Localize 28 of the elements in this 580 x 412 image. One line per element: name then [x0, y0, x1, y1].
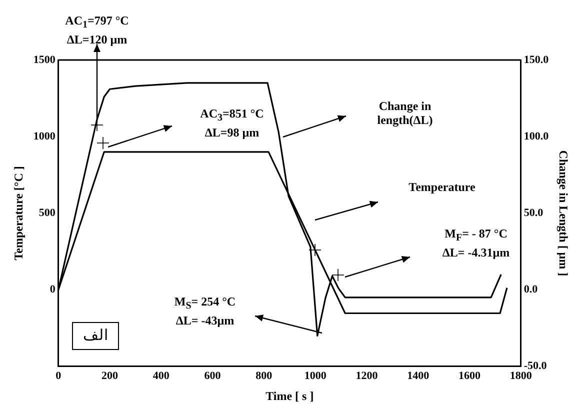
text: AC$_{1}$=797 °C ΔL=120 µm	[65, 13, 129, 47]
y-tick-label: 1500	[33, 54, 56, 66]
annotation: Temperature	[408, 180, 476, 194]
y-axis-title: Temperature [°C ]	[11, 166, 26, 260]
x-tick-label: 1800	[510, 370, 532, 382]
y-tick-label: 500	[38, 207, 56, 220]
x-tick-label: 200	[102, 370, 119, 382]
y2-tick-label: 50.0	[524, 207, 544, 220]
annotation: M$_{F}$= - 87 °C ΔL= -4.31µm	[442, 226, 510, 260]
x-tick-label: 800	[256, 370, 273, 382]
x-tick-label: 1000	[304, 370, 327, 382]
y2-tick-label: -50.0	[524, 360, 548, 372]
y-tick-label: 1000	[33, 130, 56, 142]
x-tick-label: 600	[204, 370, 222, 382]
annotation: الف	[72, 322, 119, 350]
annotation: M$_{S}$= 254 °C ΔL= -43µm	[174, 294, 236, 328]
annotation: AC$_{3}$=851 °C ΔL=98 µm	[200, 106, 264, 140]
y2-tick-label: 0.0	[524, 284, 538, 296]
annotation: Change in length(ΔL)	[377, 99, 433, 127]
x-tick-label: 1200	[356, 370, 378, 382]
y2-tick-label: 100.0	[524, 130, 550, 142]
y2-tick-label: 150.0	[524, 54, 550, 66]
x-tick-label: 400	[152, 370, 170, 382]
y2-axis-title: Change in Length [ μm ]	[556, 150, 571, 276]
x-tick-label: 1600	[458, 370, 481, 382]
x-axis-title: Time [ s ]	[266, 388, 314, 403]
x-tick-label: 1400	[407, 370, 430, 382]
y-tick-label: 0	[50, 284, 56, 296]
